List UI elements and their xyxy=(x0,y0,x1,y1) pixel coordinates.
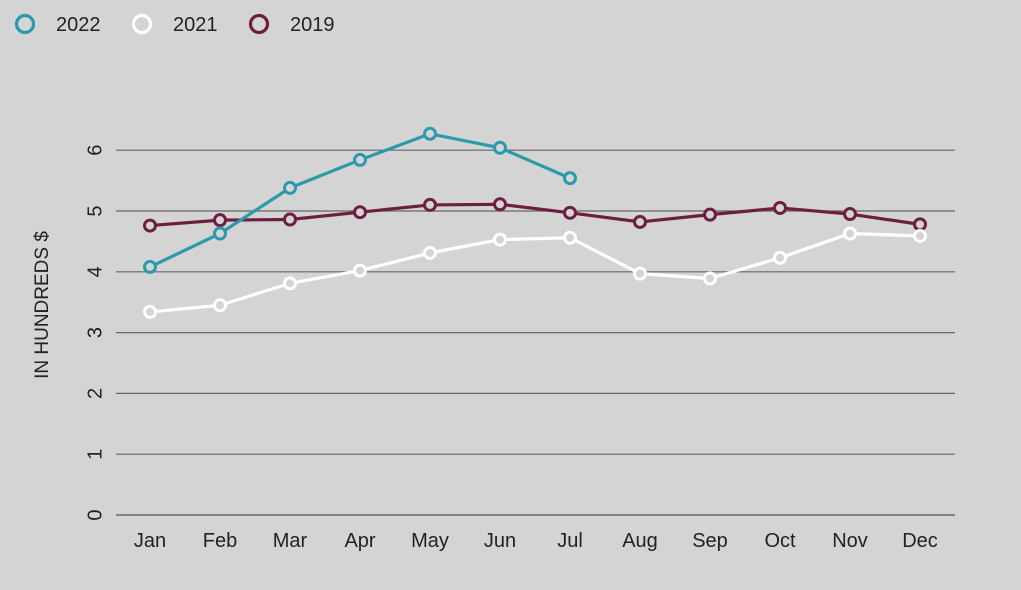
data-point xyxy=(213,226,227,241)
legend-item-2019: 2019 xyxy=(248,13,335,36)
y-tick-label: 0 xyxy=(84,509,106,520)
data-point xyxy=(353,205,367,220)
data-point xyxy=(283,212,297,227)
series-line-2019 xyxy=(148,202,922,228)
y-tick-label: 4 xyxy=(84,266,106,277)
data-point xyxy=(493,197,507,212)
data-point xyxy=(143,259,157,274)
data-point xyxy=(143,218,157,233)
x-tick-label: Sep xyxy=(692,530,728,552)
data-point xyxy=(493,140,507,155)
series-2022 xyxy=(143,126,577,274)
data-point xyxy=(493,232,507,247)
data-point xyxy=(913,228,927,243)
data-point xyxy=(913,217,927,232)
legend: 2022 2021 2019 xyxy=(14,13,335,36)
x-tick-label: Apr xyxy=(344,530,375,552)
series-2021 xyxy=(143,226,927,319)
data-point xyxy=(563,171,577,186)
x-tick-label: Jun xyxy=(484,530,516,552)
y-axis-title: IN HUNDREDS $ xyxy=(32,231,53,379)
data-point xyxy=(423,126,437,141)
legend-item-2022: 2022 xyxy=(14,13,101,36)
data-point xyxy=(843,226,857,241)
data-point xyxy=(843,207,857,222)
data-point xyxy=(633,214,647,229)
legend-label: 2019 xyxy=(290,14,335,36)
y-tick-label: 3 xyxy=(84,327,106,338)
x-axis-ticks: Jan Feb Mar Apr May Jun Jul Aug Sep Oct Nov Dec xyxy=(134,530,938,552)
series-2019 xyxy=(143,197,927,233)
x-tick-label: May xyxy=(411,530,449,552)
x-tick-label: Feb xyxy=(203,530,237,552)
y-tick-label: 5 xyxy=(84,205,106,216)
data-point xyxy=(213,298,227,313)
x-tick-label: Oct xyxy=(764,530,796,552)
x-tick-label: Aug xyxy=(622,530,658,552)
gridlines xyxy=(116,149,955,516)
data-point xyxy=(563,230,577,245)
data-point xyxy=(773,200,787,215)
x-tick-label: Mar xyxy=(273,530,308,552)
data-point xyxy=(353,152,367,167)
y-tick-label: 1 xyxy=(84,449,106,460)
data-point xyxy=(633,266,647,281)
series xyxy=(143,126,927,319)
legend-marker-icon xyxy=(131,13,153,35)
data-point xyxy=(773,250,787,265)
x-tick-label: Dec xyxy=(902,530,938,552)
data-point xyxy=(703,207,717,222)
data-point xyxy=(423,245,437,260)
x-tick-label: Jan xyxy=(134,530,166,552)
data-point xyxy=(143,304,157,319)
data-point xyxy=(563,205,577,220)
data-point xyxy=(283,180,297,195)
x-tick-label: Nov xyxy=(832,530,868,552)
legend-item-2021: 2021 xyxy=(131,13,218,36)
y-axis-ticks: 0 1 2 3 4 5 6 xyxy=(84,145,106,521)
x-tick-label: Jul xyxy=(557,530,583,552)
data-point xyxy=(703,271,717,286)
y-tick-label: 2 xyxy=(84,388,106,399)
series-line-2021 xyxy=(148,231,922,314)
data-point xyxy=(353,263,367,278)
data-point xyxy=(213,213,227,228)
legend-label: 2021 xyxy=(173,14,218,36)
legend-label: 2022 xyxy=(56,14,101,36)
y-tick-label: 6 xyxy=(84,145,106,156)
data-point xyxy=(283,276,297,291)
legend-marker-icon xyxy=(14,13,36,35)
legend-marker-icon xyxy=(248,13,270,35)
data-point xyxy=(423,197,437,212)
